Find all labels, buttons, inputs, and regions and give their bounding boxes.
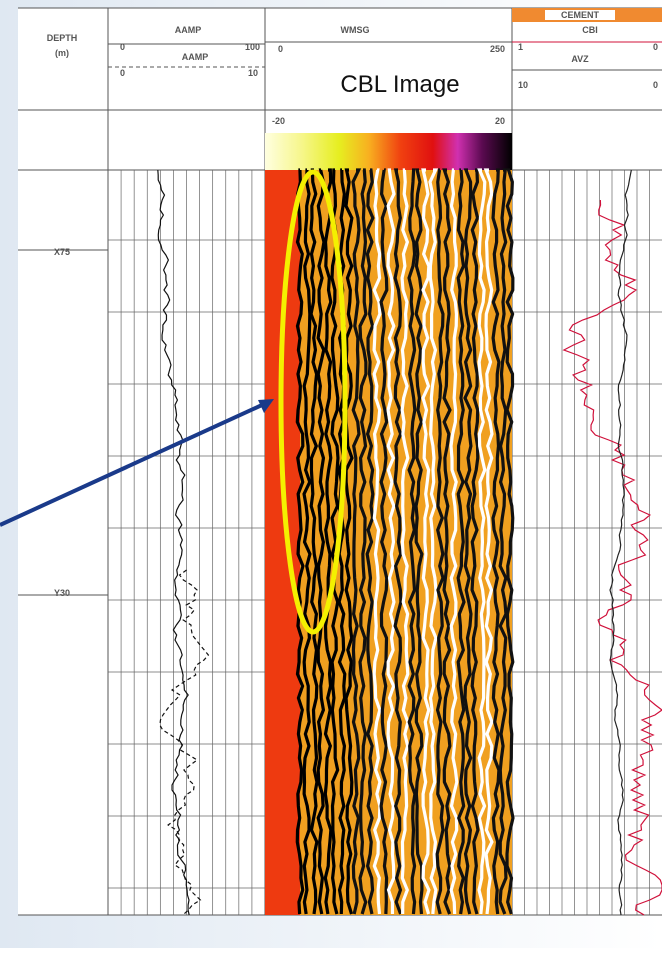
- depth-label: Y30: [54, 588, 70, 598]
- label: AVZ: [571, 54, 589, 64]
- label: AAMP: [175, 25, 202, 35]
- label: 250: [490, 44, 505, 54]
- depth-label: X75: [54, 247, 70, 257]
- color-scale: [265, 133, 512, 170]
- label: 20: [495, 116, 505, 126]
- label: 10: [518, 80, 528, 90]
- well-log: CEMENT DEPTH (m) AAMP 0 100 AAMP 0 10 WM…: [0, 0, 662, 948]
- label: DEPTH: [47, 33, 78, 43]
- page: CEMENT DEPTH (m) AAMP 0 100 AAMP 0 10 WM…: [0, 0, 662, 953]
- cbl-label: CBL Image: [340, 71, 459, 98]
- label: WMSG: [341, 25, 370, 35]
- label: -20: [272, 116, 285, 126]
- label: 0: [120, 68, 125, 78]
- cbl-strip: [265, 170, 300, 915]
- label: 0: [653, 80, 658, 90]
- label: 100: [245, 42, 260, 52]
- label: AAMP: [182, 52, 209, 62]
- label: 10: [248, 68, 258, 78]
- label: 0: [120, 42, 125, 52]
- label: CBI: [582, 25, 598, 35]
- label: CEMENT: [561, 10, 600, 20]
- label: 0: [653, 42, 658, 52]
- label: 1: [518, 42, 523, 52]
- label: (m): [55, 48, 69, 58]
- label: 0: [278, 44, 283, 54]
